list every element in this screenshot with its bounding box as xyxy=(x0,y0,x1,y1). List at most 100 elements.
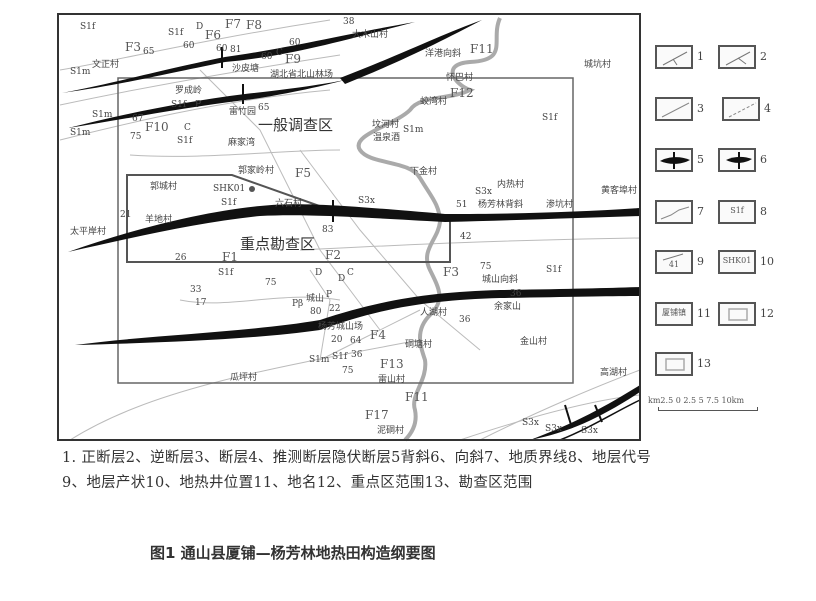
stratum-symbol-label: P xyxy=(195,100,202,110)
legend-number: 2 xyxy=(760,50,767,63)
place-name-label: 城山 xyxy=(306,294,325,304)
dip-value-label: 81 xyxy=(230,45,242,55)
dip-value-label: 20 xyxy=(331,335,343,345)
stratum-symbol-label: F5 xyxy=(295,166,311,180)
place-name-label: 文正村 xyxy=(92,60,120,70)
stratum-symbol-label: S3x xyxy=(475,187,492,197)
dip-value-label: 60 xyxy=(289,38,301,48)
anticline-axes xyxy=(62,20,641,441)
legend-inferred-fault-icon xyxy=(722,97,760,121)
dip-value-label: 75 xyxy=(130,132,142,142)
place-name-label: 余家山 xyxy=(494,302,522,312)
stratum-symbol-label: F12 xyxy=(450,86,474,100)
map-frame xyxy=(57,13,641,441)
fold-axis-arrows xyxy=(221,47,603,429)
dip-value-label: 75 xyxy=(265,278,277,288)
stratum-symbol-label: S1f xyxy=(218,268,234,278)
legend-normal-fault-icon xyxy=(655,45,693,69)
dip-value-label: 42 xyxy=(460,232,472,242)
zone-label: 重点勘查区 xyxy=(240,235,316,253)
stratum-symbol-label: S1m xyxy=(309,355,330,365)
dip-value-label: 36 xyxy=(351,350,363,360)
legend-number: 4 xyxy=(764,102,771,115)
caption-line-1: 1. 正断层2、逆断层3、断层4、推测断层隐伏断层5背斜6、向斜7、地质界线8、… xyxy=(62,450,652,466)
stratum-symbol-label: F7 xyxy=(225,17,241,31)
stratum-symbol-label: S1m xyxy=(92,110,113,120)
stratum-symbol-label: S1f xyxy=(177,136,193,146)
place-name-label: 内热村 xyxy=(497,180,525,190)
stratum-symbol-label: S1m xyxy=(403,125,424,135)
scale-bar: km2.5 0 2.5 5 7.5 10km xyxy=(648,396,758,411)
place-name-label: 杨芳城山场 xyxy=(318,322,364,332)
place-name-label: 蛟湾村 xyxy=(420,97,448,107)
place-name-label: 郭城村 xyxy=(150,182,178,192)
stratum-symbol-label: C xyxy=(276,48,283,58)
dip-value-label: 60 xyxy=(261,52,273,62)
legend-sample-text: SHK01 xyxy=(722,256,752,265)
stratum-symbol-label: F2 xyxy=(325,248,341,262)
legend-stratum-attitude-icon: 41 xyxy=(655,250,693,274)
stratum-symbol-label: D xyxy=(196,22,204,32)
place-name-label: 大木山村 xyxy=(352,30,389,40)
legend-number: 3 xyxy=(697,102,704,115)
place-name-label: 羊地村 xyxy=(145,215,173,225)
place-name-label: 六石村 xyxy=(275,199,303,209)
stratum-symbol-label: C xyxy=(347,268,354,278)
dip-value-label: 67 xyxy=(132,114,144,124)
legend-number: 10 xyxy=(760,255,774,268)
stratum-symbol-label: S1f xyxy=(221,198,237,208)
place-name-label: 下金村 xyxy=(410,167,438,177)
dip-value-label: 64 xyxy=(350,336,362,346)
dip-value-label: 33 xyxy=(190,285,202,295)
place-name-label: 郭家岭村 xyxy=(238,166,275,176)
legend-geologic-boundary-icon xyxy=(655,200,693,224)
dip-value-label: 75 xyxy=(480,262,492,272)
stratum-symbol-label: F3 xyxy=(125,40,141,54)
dip-value-label: 36 xyxy=(510,289,522,299)
legend-stratum-code-icon: S1f xyxy=(718,200,756,224)
scale-ruler xyxy=(658,407,758,411)
stratum-symbol-label: F6 xyxy=(205,28,221,42)
legend-number: 8 xyxy=(760,205,767,218)
stratum-symbol-label: S1f xyxy=(332,352,348,362)
place-name-label: 沙皮塘 xyxy=(232,64,260,74)
place-name-label: 怀巴村 xyxy=(446,73,474,83)
stratum-symbol-label: Pβ xyxy=(292,299,304,309)
place-name-label: 渗坑村 xyxy=(546,200,574,210)
stratum-symbol-label: F11 xyxy=(405,390,429,404)
dip-value-label: 38 xyxy=(343,17,355,27)
caption-line-2: 9、地层产状10、地热井位置11、地名12、重点区范围13、勘查区范围 xyxy=(62,475,533,491)
geothermal-well-marker xyxy=(249,186,255,192)
legend-sample-text: 41 xyxy=(668,260,680,269)
place-name-label: SHK01 xyxy=(213,184,246,194)
stratum-symbol-label: S3x xyxy=(545,424,562,434)
stratum-symbol-label: S1f xyxy=(546,265,562,275)
legend-reverse-fault-icon xyxy=(718,45,756,69)
stratum-symbol-label: F3 xyxy=(443,265,459,279)
place-name-label: 洋港向斜 xyxy=(425,49,462,59)
stratum-symbol-label: D xyxy=(338,274,346,284)
dip-value-label: 22 xyxy=(329,304,341,314)
dip-value-label: 26 xyxy=(175,253,187,263)
zone-label: 一般调查区 xyxy=(258,116,334,134)
legend-survey-area-boundary-icon xyxy=(655,352,693,376)
place-name-label: 硐塘村 xyxy=(405,340,433,350)
dip-value-label: 83 xyxy=(322,225,334,235)
dip-value-label: 65 xyxy=(258,103,270,113)
place-name-label: 城坑村 xyxy=(584,60,612,70)
legend-syncline-icon xyxy=(718,148,756,172)
legend-number: 13 xyxy=(697,357,711,370)
stratum-symbol-label: S1f xyxy=(542,113,558,123)
legend-number: 7 xyxy=(697,205,704,218)
dip-value-label: 80 xyxy=(310,307,322,317)
stratum-symbol-label: S1m xyxy=(70,67,91,77)
stratum-symbol-label: S1f xyxy=(168,28,184,38)
legend-number: 6 xyxy=(760,153,767,166)
legend-fault-icon xyxy=(655,97,693,121)
legend-sample-text: 厦铺镇 xyxy=(662,308,686,317)
place-name-label: 麻家湾 xyxy=(228,138,256,148)
dip-value-label: 36 xyxy=(459,315,471,325)
place-name-label: 湖北省北山林场 xyxy=(270,70,334,80)
